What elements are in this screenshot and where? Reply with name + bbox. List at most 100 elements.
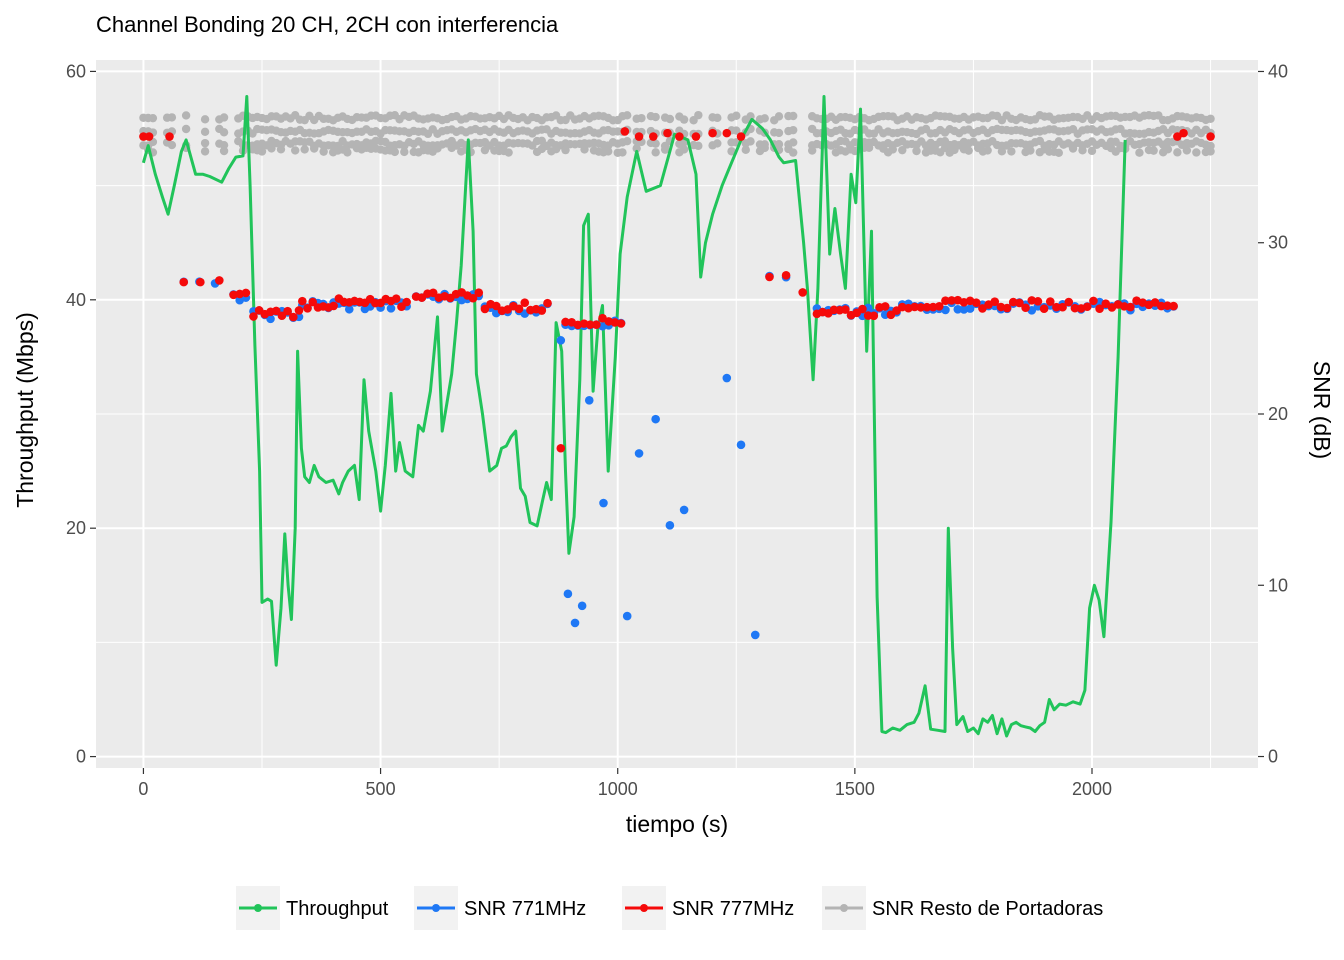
snr-777-point	[585, 320, 595, 329]
snr-777-point	[179, 277, 189, 287]
snr-777-point	[1033, 297, 1043, 306]
snr-rest-point	[789, 125, 798, 135]
snr-rest-point	[760, 143, 769, 153]
snr-777-point	[294, 306, 304, 315]
snr-777-point	[663, 128, 672, 138]
snr-777-point	[708, 128, 717, 138]
legend-key-point	[840, 904, 848, 912]
snr-rest-point	[997, 147, 1007, 156]
snr-rest-point	[504, 148, 513, 157]
snr-rest-point	[1087, 146, 1097, 156]
chart-title: Channel Bonding 20 CH, 2CH con interfere…	[96, 12, 559, 37]
snr-rest-point	[1007, 147, 1016, 156]
snr-777-point	[941, 296, 950, 305]
snr-rest-point	[257, 147, 267, 156]
snr-777-point	[1015, 298, 1024, 308]
y-tick-label: 0	[76, 747, 86, 767]
snr-777-point	[271, 306, 281, 316]
snr-rest-point	[632, 144, 641, 153]
snr-777-point	[990, 297, 1000, 306]
snr-rest-point	[1173, 148, 1182, 157]
snr-777-point	[165, 132, 174, 141]
snr-rest-point	[898, 145, 907, 155]
snr-777-point	[1206, 132, 1215, 141]
snr-777-point	[910, 302, 919, 312]
y2-tick-labels: 0 10 20 30 40	[1268, 61, 1288, 766]
snr-rest-point	[1054, 148, 1064, 157]
snr-777-point	[1156, 301, 1166, 311]
snr-rest-point	[181, 124, 191, 134]
y2-tick-label: 20	[1268, 404, 1288, 424]
grid-minor	[96, 60, 1258, 768]
snr-rest-point	[319, 147, 328, 156]
snr-777-point	[978, 304, 987, 313]
snr-rest-point	[1206, 147, 1215, 156]
snr-rest-point	[219, 113, 229, 122]
snr-777-point	[1058, 302, 1067, 312]
throughput-line	[141, 95, 1127, 738]
snr-777-point	[1021, 303, 1030, 313]
snr-rest-point	[774, 139, 784, 149]
snr-rest-point	[774, 128, 784, 138]
snr-777-point	[634, 132, 644, 141]
snr-777-point	[514, 304, 524, 314]
snr-rest-point	[888, 145, 897, 154]
snr-777-point	[289, 312, 298, 322]
x-tick-label: 2000	[1072, 779, 1112, 799]
snr-rest-point	[181, 111, 191, 120]
snr-771-point	[965, 304, 975, 313]
snr-771-point	[386, 304, 396, 313]
snr-rest-point	[679, 115, 689, 124]
snr-777-point	[1095, 304, 1104, 313]
snr-rest-point	[864, 143, 874, 152]
grid-major	[96, 60, 1258, 768]
snr-771-point	[344, 304, 354, 314]
snr-rest-point	[291, 146, 300, 155]
y-tick-labels: 0 20 40 60	[66, 61, 86, 766]
legend-label: SNR 771MHz	[464, 898, 586, 920]
snr-rest-point	[1206, 114, 1215, 123]
snr-rest-point	[623, 136, 632, 146]
snr-777-point	[468, 293, 478, 303]
snr-771-point	[953, 304, 963, 314]
snr-771-point	[665, 521, 675, 530]
snr-771-point	[577, 601, 587, 611]
snr-777-point	[592, 320, 601, 330]
snr-771-point	[750, 630, 760, 640]
snr-rest-point	[604, 147, 613, 156]
snr-rest-point	[219, 140, 229, 150]
snr-777-point	[1101, 299, 1111, 308]
snr-777-point	[298, 296, 307, 306]
snr-rest-point	[200, 127, 210, 137]
snr-777-point	[1169, 301, 1178, 311]
snr-rest-point	[637, 113, 646, 123]
snr-rest-point	[400, 147, 409, 157]
snr-rest-point	[561, 145, 570, 155]
snr-777-point	[491, 301, 501, 311]
snr-777-point	[1045, 297, 1055, 306]
snr-777-point	[616, 319, 626, 328]
snr-rest-point	[983, 146, 992, 155]
snr-rest-point	[1078, 146, 1087, 155]
legend-key-point	[432, 904, 440, 912]
snr-771-point	[563, 589, 573, 599]
y-tick-label: 60	[66, 61, 86, 81]
snr-rest-point	[300, 145, 309, 154]
snr-rest-point	[665, 114, 675, 124]
snr-rest-point	[580, 145, 589, 154]
snr-777-point	[277, 311, 287, 321]
snr-rest-point	[343, 148, 352, 157]
snr-rest-point	[276, 145, 286, 154]
x-tick-label: 0	[138, 779, 148, 799]
snr-777-point	[428, 288, 438, 298]
snr-777-point	[934, 301, 944, 311]
legend-key-point	[640, 904, 648, 912]
snr-777-point	[765, 272, 774, 282]
snr-777-point	[402, 297, 411, 307]
legend-item: SNR Resto de Portadoras	[822, 886, 1103, 930]
snr-rest-point	[167, 113, 177, 122]
snr-777-point	[869, 311, 879, 321]
snr-rest-point	[789, 148, 798, 157]
snr-777-point	[971, 298, 981, 308]
